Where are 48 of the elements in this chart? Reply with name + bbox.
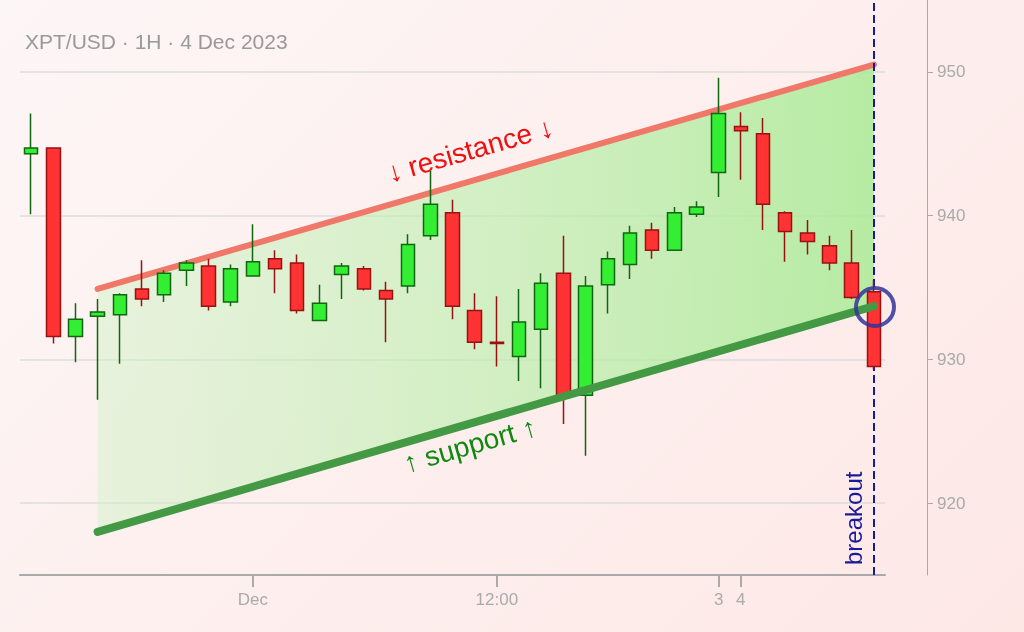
- text: XPT/USD · 1H · 4 Dec 2023: [25, 30, 288, 53]
- candlestick: [311, 283, 328, 322]
- candlestick: [200, 258, 217, 312]
- x-tick-label: 12:00: [475, 590, 519, 609]
- candlestick: [89, 298, 106, 401]
- y-tick-label: 930: [937, 349, 966, 369]
- candlestick: [799, 219, 816, 256]
- candlestick: [378, 281, 394, 343]
- candlestick: [356, 265, 372, 292]
- y-tick-label: 920: [937, 493, 966, 513]
- candlestick: [289, 253, 305, 315]
- candlestick: [112, 292, 128, 365]
- candlestick: [466, 292, 483, 351]
- candlestick: [843, 229, 860, 300]
- candlestick: [178, 259, 195, 287]
- candlestick: [156, 269, 172, 303]
- candlestick: [489, 295, 505, 368]
- x-tick-label: 3: [713, 590, 724, 609]
- candlestick: [577, 275, 594, 457]
- candlestick: [267, 249, 283, 294]
- candlestick: [555, 235, 572, 425]
- candlestick: [688, 200, 705, 218]
- candlestick: [134, 259, 150, 307]
- y-tick-label: 950: [937, 62, 966, 82]
- candlestick: [755, 117, 771, 231]
- candlestick: [777, 210, 793, 263]
- candlestick: [600, 250, 616, 315]
- x-tick-label: Dec: [237, 590, 269, 609]
- candlestick: [23, 112, 39, 215]
- x-tick-label: 4: [736, 590, 746, 609]
- candlestick: [511, 288, 527, 382]
- candlestick: [666, 206, 683, 251]
- candlestick: [533, 272, 549, 389]
- candlestick: [733, 111, 749, 181]
- candlestick: [45, 147, 62, 345]
- candlestick: [400, 233, 416, 294]
- annotation: ↑ support ↑: [399, 411, 541, 479]
- candlestick: [222, 263, 239, 307]
- candlestick: [821, 235, 838, 271]
- y-tick-label: 940: [937, 206, 966, 226]
- candlestick: [710, 76, 727, 198]
- candlestick: [644, 222, 660, 260]
- candlestick: [333, 262, 350, 300]
- candlestick: [622, 224, 638, 280]
- annotation: breakout: [840, 471, 868, 565]
- candlestick: [444, 199, 461, 320]
- candlestick: [245, 223, 261, 277]
- candlestick: [67, 302, 84, 363]
